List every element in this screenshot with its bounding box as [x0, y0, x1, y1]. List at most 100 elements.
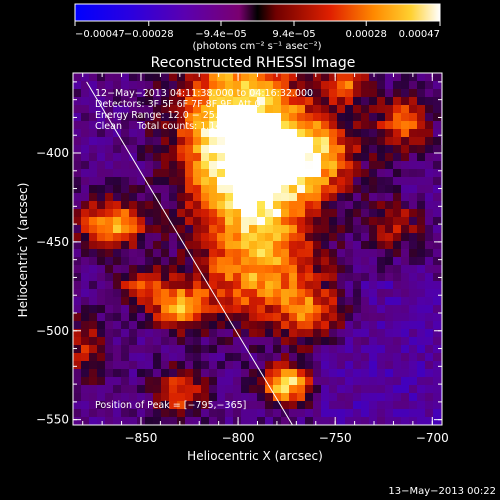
heatmap-cell — [105, 161, 114, 170]
heatmap-cell — [281, 385, 290, 394]
heatmap-cell — [409, 281, 418, 290]
heatmap-cell — [177, 289, 186, 298]
heatmap-cell — [337, 361, 346, 370]
heatmap-cell — [225, 353, 234, 362]
heatmap-cell — [233, 113, 242, 122]
heatmap-cell — [201, 377, 210, 386]
heatmap-cell — [193, 129, 202, 138]
heatmap-cell — [265, 169, 274, 178]
heatmap-cell — [401, 193, 410, 202]
heatmap-cell — [177, 225, 186, 234]
heatmap-cell — [97, 281, 106, 290]
heatmap-cell — [121, 193, 130, 202]
heatmap-cell — [177, 241, 186, 250]
heatmap-cell — [345, 409, 354, 418]
heatmap-cell — [313, 233, 322, 242]
heatmap-cell — [417, 385, 426, 394]
heatmap-cell — [409, 137, 418, 146]
heatmap-cell — [273, 217, 282, 226]
heatmap-cell — [105, 265, 114, 274]
heatmap-cell — [409, 177, 418, 186]
heatmap-cell — [265, 241, 274, 250]
heatmap-cell — [425, 353, 434, 362]
heatmap-cell — [169, 97, 178, 106]
heatmap-cell — [417, 417, 426, 425]
heatmap-cell — [249, 393, 258, 402]
heatmap-cell — [161, 345, 170, 354]
heatmap-cell — [313, 329, 322, 338]
heatmap-cell — [225, 137, 234, 146]
heatmap-cell — [137, 145, 146, 154]
heatmap-cell — [121, 145, 130, 154]
heatmap-cell — [281, 201, 290, 210]
heatmap-cell — [89, 161, 98, 170]
heatmap-cell — [417, 401, 426, 410]
heatmap-cell — [289, 113, 298, 122]
heatmap-cell — [177, 137, 186, 146]
heatmap-cell — [145, 265, 154, 274]
heatmap-cell — [273, 201, 282, 210]
heatmap-cell — [225, 129, 234, 138]
heatmap-cell — [105, 345, 114, 354]
heatmap-cell — [433, 185, 442, 194]
heatmap-cell — [361, 345, 370, 354]
heatmap-cell — [297, 345, 306, 354]
heatmap-cell — [249, 345, 258, 354]
heatmap-cell — [249, 417, 258, 425]
heatmap-cell — [305, 169, 314, 178]
heatmap-cell — [321, 209, 330, 218]
heatmap-cell — [89, 369, 98, 378]
heatmap-cell — [145, 97, 154, 106]
heatmap-cell — [113, 329, 122, 338]
heatmap-cell — [129, 81, 138, 90]
heatmap-cell — [169, 241, 178, 250]
heatmap-cell — [105, 281, 114, 290]
heatmap-cell — [89, 137, 98, 146]
heatmap-cell — [185, 153, 194, 162]
heatmap-cell — [185, 185, 194, 194]
heatmap-cell — [241, 273, 250, 282]
heatmap-cell — [377, 385, 386, 394]
heatmap-cell — [73, 129, 82, 138]
heatmap-cell — [169, 265, 178, 274]
heatmap-cell — [305, 105, 314, 114]
heatmap-cell — [169, 409, 178, 418]
heatmap-cell — [225, 201, 234, 210]
heatmap-cell — [121, 121, 130, 130]
heatmap-cell — [105, 225, 114, 234]
heatmap-cell — [297, 105, 306, 114]
heatmap-cell — [265, 289, 274, 298]
heatmap-cell — [377, 257, 386, 266]
heatmap-cell — [137, 257, 146, 266]
heatmap-cell — [345, 169, 354, 178]
heatmap-cell — [89, 289, 98, 298]
heatmap-cell — [353, 377, 362, 386]
heatmap-cell — [305, 121, 314, 130]
heatmap-cell — [289, 369, 298, 378]
heatmap-cell — [369, 73, 378, 82]
heatmap-cell — [105, 113, 114, 122]
heatmap-cell — [241, 377, 250, 386]
heatmap-cell — [185, 145, 194, 154]
heatmap-cell — [329, 369, 338, 378]
heatmap-cell — [345, 177, 354, 186]
heatmap-cell — [161, 105, 170, 114]
heatmap-cell — [145, 417, 154, 425]
heatmap-cell — [369, 105, 378, 114]
heatmap-cell — [433, 153, 442, 162]
heatmap-cell — [281, 313, 290, 322]
heatmap-cell — [161, 401, 170, 410]
heatmap-cell — [145, 329, 154, 338]
heatmap-cell — [265, 257, 274, 266]
heatmap-cell — [257, 185, 266, 194]
heatmap-cell — [329, 185, 338, 194]
heatmap-cell — [305, 297, 314, 306]
heatmap-cell — [241, 321, 250, 330]
heatmap-cell — [113, 217, 122, 226]
heatmap-cell — [369, 337, 378, 346]
heatmap-cell — [353, 137, 362, 146]
heatmap-cell — [369, 177, 378, 186]
heatmap-cell — [409, 185, 418, 194]
heatmap-cell — [177, 177, 186, 186]
heatmap-cell — [297, 89, 306, 98]
